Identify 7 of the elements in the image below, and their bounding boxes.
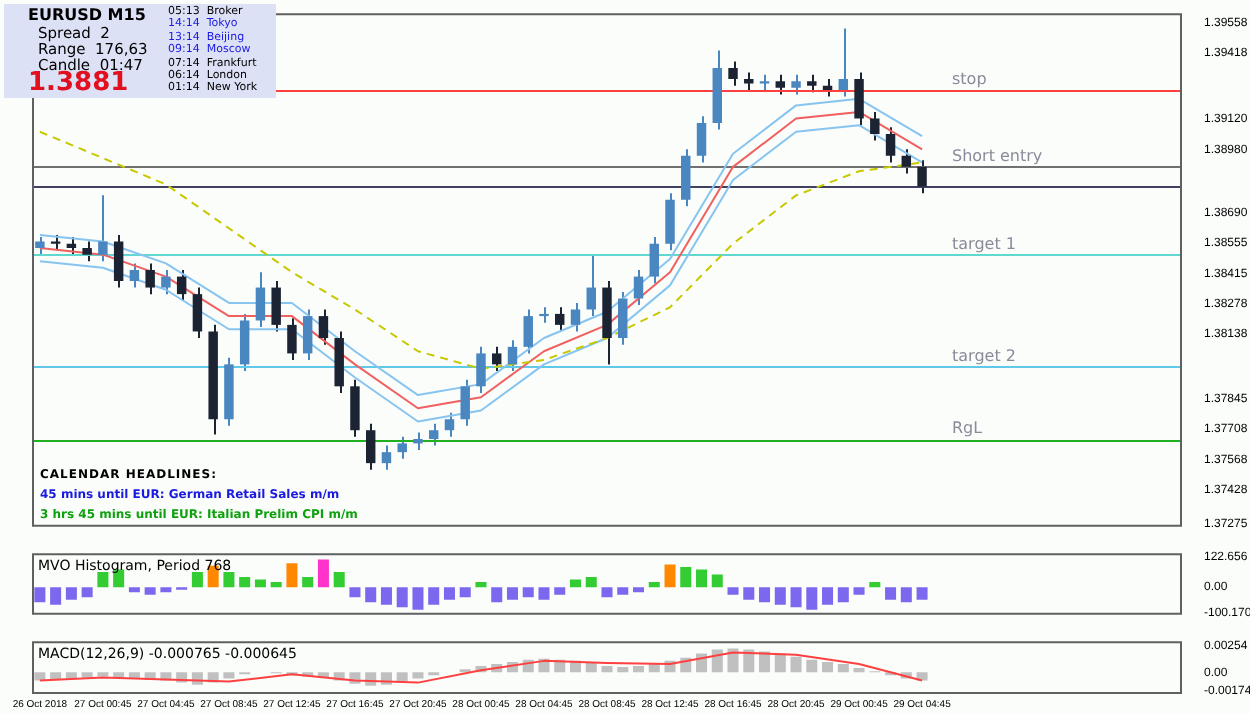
ref-line-label: RgL bbox=[952, 419, 984, 438]
ref-line-label: Short entry bbox=[952, 147, 1043, 165]
ref-line-label: target 1 bbox=[952, 234, 1016, 253]
chart-title: EURUSD M15 bbox=[28, 6, 146, 24]
annotation: 1.3881 bbox=[28, 68, 129, 98]
ref-line-label: stop bbox=[952, 70, 987, 89]
ref-line-label: target 2 bbox=[952, 346, 1016, 365]
